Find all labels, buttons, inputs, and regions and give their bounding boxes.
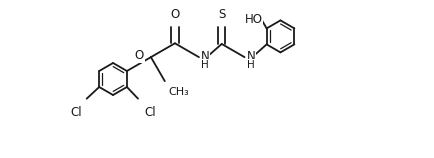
Text: S: S [218, 8, 225, 21]
Text: Cl: Cl [70, 106, 82, 119]
Text: N: N [247, 50, 256, 63]
Text: N: N [201, 50, 210, 63]
Text: Cl: Cl [145, 106, 156, 119]
Text: HO: HO [244, 13, 263, 26]
Text: O: O [135, 49, 144, 62]
Text: H: H [247, 60, 254, 70]
Text: O: O [170, 8, 180, 21]
Text: CH₃: CH₃ [168, 87, 189, 97]
Text: H: H [201, 60, 209, 70]
